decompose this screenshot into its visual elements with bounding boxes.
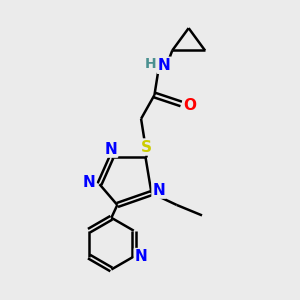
Text: S: S — [141, 140, 152, 154]
Text: N: N — [135, 249, 148, 264]
Text: N: N — [152, 183, 165, 198]
Text: N: N — [83, 175, 95, 190]
Text: N: N — [158, 58, 171, 73]
Text: N: N — [104, 142, 117, 157]
Text: O: O — [184, 98, 196, 113]
Text: H: H — [145, 57, 156, 71]
